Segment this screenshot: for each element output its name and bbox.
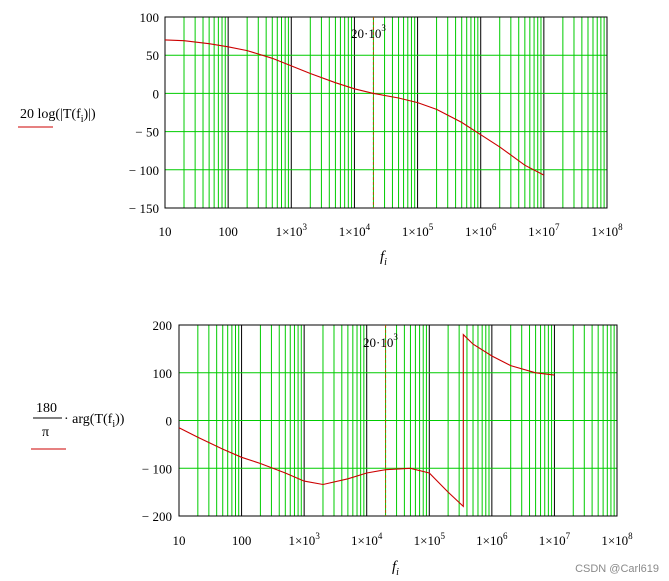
phase-y-axis-label-denominator: π [42,425,49,440]
magnitude-plot-frame [164,16,608,209]
phase-y-tick: − 200 [142,509,172,524]
phase-x-tick: 100 [232,533,252,548]
phase-x-tick: 1×104 [351,531,383,548]
phase-y-tick: 100 [153,366,173,381]
phase-y-tick: − 100 [142,461,172,476]
phase-y-tick: 200 [153,318,173,333]
watermark: CSDN @Carl619 [575,563,659,575]
magnitude-y-tick: − 50 [135,125,159,140]
phase-x-tick-labels: 10 100 1×103 1×104 1×105 1×106 1×107 1×1… [173,531,634,548]
magnitude-x-tick: 1×103 [276,222,308,239]
magnitude-x-tick: 1×106 [465,222,497,239]
magnitude-x-tick: 10 [159,224,172,239]
phase-y-axis-label: · arg(T(fi)) [64,412,125,430]
phase-plot: 20·103 200 100 0 − 100 − 200 10 100 1×10… [31,318,633,578]
magnitude-x-tick: 1×108 [591,222,623,239]
phase-series-line [178,333,555,508]
phase-y-tick: 0 [166,414,173,429]
phase-y-tick-labels: 200 100 0 − 100 − 200 [142,318,172,524]
magnitude-y-tick: 100 [140,10,160,25]
magnitude-plot: 20·103 100 50 0 − 50 − 100 − 150 10 100 … [18,10,623,268]
magnitude-y-tick-labels: 100 50 0 − 50 − 100 − 150 [129,10,159,216]
phase-x-axis-label: fi [392,559,399,578]
magnitude-y-tick: 50 [146,48,159,63]
magnitude-x-tick: 1×105 [402,222,434,239]
magnitude-y-tick: 0 [153,86,160,101]
magnitude-x-tick-labels: 10 100 1×103 1×104 1×105 1×106 1×107 1×1… [159,222,624,239]
magnitude-y-tick: − 150 [129,201,159,216]
phase-x-tick: 1×106 [476,531,508,548]
phase-grid [179,325,617,516]
magnitude-x-axis-label: fi [380,249,387,268]
phase-marker-label: 20·103 [363,332,398,350]
phase-y-axis-label-numerator: 180 [36,401,57,416]
magnitude-grid [165,17,607,208]
phase-plot-frame [178,324,618,517]
phase-x-tick: 1×108 [601,531,633,548]
magnitude-x-tick: 100 [218,224,238,239]
phase-x-tick: 10 [173,533,186,548]
phase-x-tick: 1×103 [288,531,320,548]
phase-x-tick: 1×107 [539,531,571,548]
magnitude-series-line [164,39,545,176]
magnitude-marker-label: 20·103 [351,23,386,41]
magnitude-x-tick: 1×104 [339,222,371,239]
magnitude-y-tick: − 100 [129,163,159,178]
magnitude-x-tick: 1×107 [528,222,560,239]
phase-x-tick: 1×105 [414,531,446,548]
magnitude-y-axis-label: 20 log(|T(fi)|) [20,107,96,125]
